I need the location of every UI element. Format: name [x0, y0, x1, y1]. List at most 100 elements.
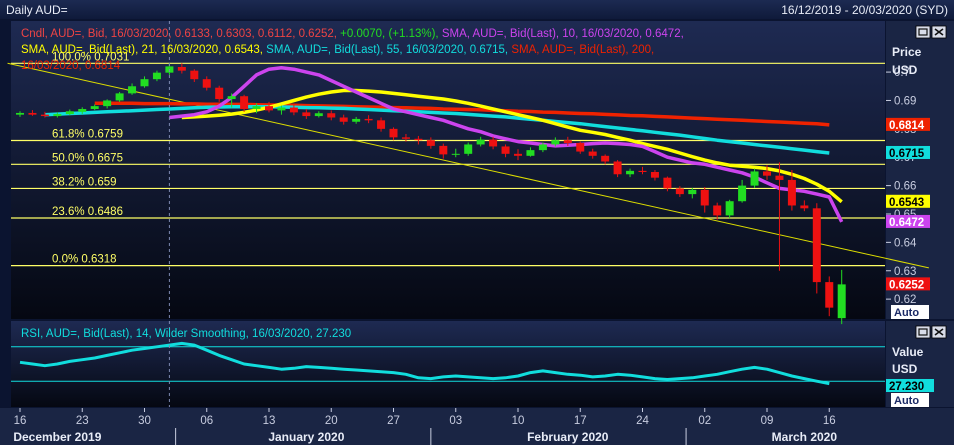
candle-29[interactable]	[377, 117, 386, 132]
y-tick-label-7: 0.63	[894, 266, 916, 278]
candle-15[interactable]	[202, 76, 211, 91]
candle-2[interactable]	[40, 111, 49, 118]
candle-26[interactable]	[339, 114, 348, 125]
y-tick-label-8: 0.62	[894, 294, 916, 306]
candle-64[interactable]	[812, 203, 821, 294]
candle-33[interactable]	[426, 137, 435, 149]
candle-28[interactable]	[364, 115, 373, 124]
candle-50[interactable]	[638, 166, 647, 175]
rsi-line	[19, 341, 830, 386]
sma21-line	[181, 88, 843, 204]
candle-47[interactable]	[601, 154, 610, 165]
candle-53[interactable]	[675, 186, 684, 197]
maximize-icon[interactable]	[915, 25, 931, 39]
candle-48[interactable]	[613, 160, 622, 178]
candle-24[interactable]	[314, 111, 323, 118]
candle-58[interactable]	[738, 179, 747, 203]
trendline	[7, 62, 929, 269]
auto-button-label: Auto	[894, 307, 919, 319]
candle-45[interactable]	[576, 141, 585, 154]
candle-17[interactable]	[227, 93, 236, 108]
legend-sma200-date: 16/03/2020, 0.6814	[21, 60, 121, 72]
candle-42[interactable]	[538, 142, 547, 153]
candle-49[interactable]	[626, 168, 635, 178]
y-tick-label-4: 0.66	[894, 181, 916, 193]
candle-3[interactable]	[53, 112, 62, 118]
candle-22[interactable]	[289, 104, 298, 116]
candle-27[interactable]	[352, 116, 361, 124]
rsi-pane[interactable]	[11, 321, 885, 407]
fib-label-5: 0.0% 0.6318	[52, 254, 117, 266]
candle-39[interactable]	[501, 144, 510, 158]
candle-0[interactable]	[16, 111, 24, 117]
candle-36[interactable]	[464, 142, 473, 156]
candle-41[interactable]	[526, 147, 535, 157]
candle-13[interactable]	[177, 63, 186, 74]
candle-52[interactable]	[663, 176, 672, 192]
candle-32[interactable]	[414, 135, 423, 145]
candle-62[interactable]	[787, 170, 796, 211]
candle-14[interactable]	[190, 69, 199, 83]
candle-61[interactable]	[775, 162, 784, 271]
price-axis[interactable]	[886, 21, 954, 319]
candle-16[interactable]	[215, 85, 224, 102]
main-pane[interactable]	[11, 21, 885, 319]
candle-18[interactable]	[240, 94, 249, 112]
last-value-3: 0.6472	[889, 217, 924, 229]
time-axis[interactable]	[0, 408, 954, 445]
candle-66[interactable]	[837, 269, 846, 325]
candle-6[interactable]	[90, 104, 99, 111]
candle-51[interactable]	[650, 170, 659, 181]
candle-8[interactable]	[115, 91, 124, 102]
candle-19[interactable]	[252, 103, 261, 114]
rsi-pane-controls[interactable]	[915, 325, 947, 339]
main-pane-controls[interactable]	[915, 25, 947, 39]
legend-sma10: SMA, AUD=, Bid(Last), 10, 16/03/2020, 0.…	[439, 28, 684, 40]
auto-button[interactable]	[891, 305, 929, 319]
candlesticks	[16, 63, 846, 325]
candle-34[interactable]	[439, 143, 448, 159]
candle-55[interactable]	[700, 187, 709, 213]
candle-46[interactable]	[588, 148, 597, 159]
rsi-maximize-icon[interactable]	[915, 325, 931, 339]
candle-7[interactable]	[103, 99, 112, 109]
x-tick-label-13: 16	[823, 415, 836, 427]
candle-37[interactable]	[476, 136, 485, 147]
candle-40[interactable]	[514, 149, 522, 161]
candle-57[interactable]	[725, 199, 734, 219]
candle-31[interactable]	[401, 133, 410, 142]
close-icon-glyph	[934, 28, 944, 36]
fib-label-2: 50.0% 0.6675	[52, 152, 123, 164]
candle-1[interactable]	[28, 110, 37, 116]
candle-43[interactable]	[551, 137, 560, 147]
month-label-2: February 2020	[527, 430, 609, 444]
last-value-2: 0.6543	[889, 197, 924, 209]
candle-56[interactable]	[713, 202, 722, 220]
candle-20[interactable]	[265, 101, 273, 113]
x-tick-label-12: 09	[761, 415, 774, 427]
legend-sma55: SMA, AUD=, Bid(Last), 55, 16/03/2020, 0.…	[263, 44, 508, 56]
candle-54[interactable]	[688, 187, 697, 199]
candle-63[interactable]	[800, 200, 809, 212]
candle-65[interactable]	[825, 276, 834, 317]
rsi-value-label: Value	[892, 345, 924, 359]
sma10-line	[169, 66, 844, 223]
candle-44[interactable]	[563, 136, 572, 146]
candle-60[interactable]	[763, 165, 771, 180]
candle-21[interactable]	[277, 105, 286, 115]
candle-23[interactable]	[302, 108, 311, 119]
candle-9[interactable]	[128, 83, 137, 95]
candle-4[interactable]	[65, 109, 74, 116]
candle-30[interactable]	[389, 127, 398, 141]
candle-59[interactable]	[750, 168, 759, 188]
legend-sma200: SMA, AUD=, Bid(Last), 200,	[508, 44, 654, 56]
candle-38[interactable]	[489, 136, 498, 150]
candle-11[interactable]	[152, 70, 161, 82]
candle-10[interactable]	[140, 76, 149, 88]
candle-5[interactable]	[78, 107, 87, 115]
candle-25[interactable]	[327, 110, 336, 121]
candle-35[interactable]	[451, 148, 460, 158]
rsi-auto-button[interactable]	[891, 393, 929, 407]
month-label-0: December 2019	[13, 430, 101, 444]
